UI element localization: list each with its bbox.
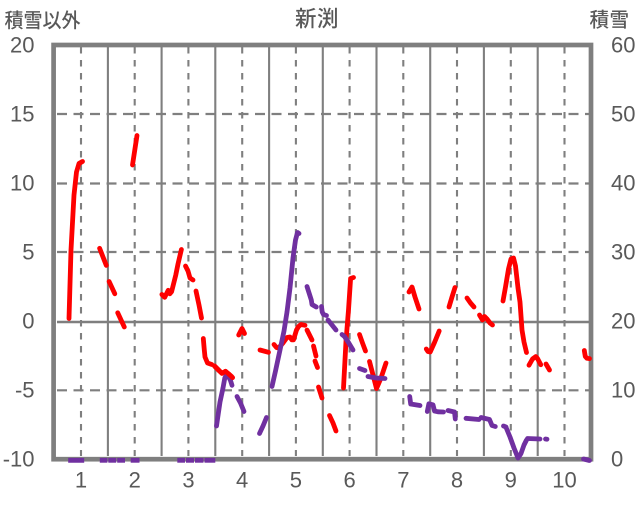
svg-text:8: 8	[451, 468, 463, 493]
svg-text:40: 40	[611, 171, 635, 196]
svg-text:-5: -5	[15, 378, 35, 403]
svg-text:2: 2	[129, 468, 141, 493]
svg-text:50: 50	[611, 102, 635, 127]
svg-text:5: 5	[290, 468, 302, 493]
svg-text:7: 7	[397, 468, 409, 493]
svg-text:20: 20	[10, 33, 34, 58]
svg-text:15: 15	[10, 102, 34, 127]
svg-text:4: 4	[236, 468, 248, 493]
svg-text:10: 10	[10, 171, 34, 196]
svg-text:10: 10	[611, 378, 635, 403]
svg-text:6: 6	[343, 468, 355, 493]
svg-text:30: 30	[611, 240, 635, 265]
svg-text:9: 9	[505, 468, 517, 493]
svg-text:0: 0	[22, 309, 34, 334]
svg-text:0: 0	[611, 447, 623, 472]
svg-text:1: 1	[75, 468, 87, 493]
svg-text:5: 5	[22, 240, 34, 265]
svg-text:10: 10	[552, 468, 576, 493]
svg-text:-10: -10	[3, 447, 35, 472]
svg-text:20: 20	[611, 309, 635, 334]
svg-text:3: 3	[182, 468, 194, 493]
svg-text:60: 60	[611, 33, 635, 58]
